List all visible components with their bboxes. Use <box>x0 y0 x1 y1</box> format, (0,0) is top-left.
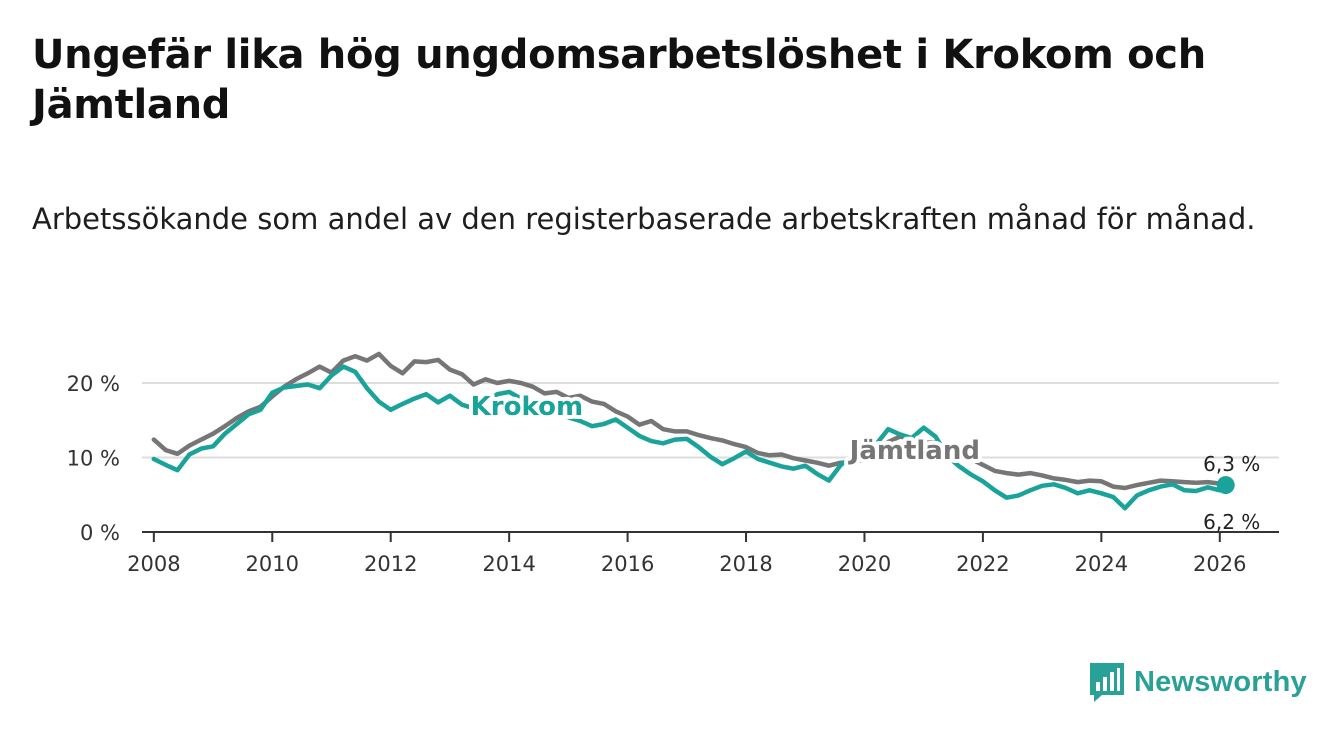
x-tick-label: 2020 <box>838 552 891 576</box>
end-label-jamtland: 6,3 % <box>1203 452 1260 476</box>
x-tick-label: 2008 <box>127 552 180 576</box>
x-tick-label: 2024 <box>1075 552 1128 576</box>
series-label-jamtland: Jämtland <box>848 436 980 466</box>
x-tick-label: 2012 <box>364 552 417 576</box>
series-line-jamtland <box>151 351 1228 491</box>
series-label-halo-krokom: Krokom <box>471 392 583 422</box>
end-label-krokom: 6,2 % <box>1203 510 1260 534</box>
bar-chart-speech-bubble-icon <box>1090 663 1124 702</box>
x-tick-label: 2010 <box>246 552 299 576</box>
chart-title: Ungefär lika hög ungdomsarbetslöshet i K… <box>32 32 1206 128</box>
chart-subtitle: Arbetssökande som andel av den registerb… <box>32 202 1256 236</box>
end-point-marker <box>1216 476 1235 495</box>
y-tick-label: 20 % <box>67 372 120 396</box>
y-tick-label: 10 % <box>67 447 120 471</box>
line-chart: 0 % 10 % 20 % 2008 2010 2012 2014 2016 2018 2020 2… <box>67 351 1279 576</box>
x-tick-label: 2026 <box>1193 552 1246 576</box>
x-tick-label: 2022 <box>956 552 1009 576</box>
series-line-krokom <box>151 364 1228 511</box>
brand-name: Newsworthy <box>1134 665 1307 698</box>
series-label-halo-jamtland: Jämtland <box>848 436 980 466</box>
x-tick-label: 2014 <box>482 552 535 576</box>
series-label-krokom: Krokom <box>471 392 583 422</box>
x-tick-label: 2016 <box>601 552 654 576</box>
x-tick-label: 2018 <box>719 552 772 576</box>
newsworthy-logo: Newsworthy <box>1088 660 1307 704</box>
y-tick-label: 0 % <box>80 521 120 545</box>
